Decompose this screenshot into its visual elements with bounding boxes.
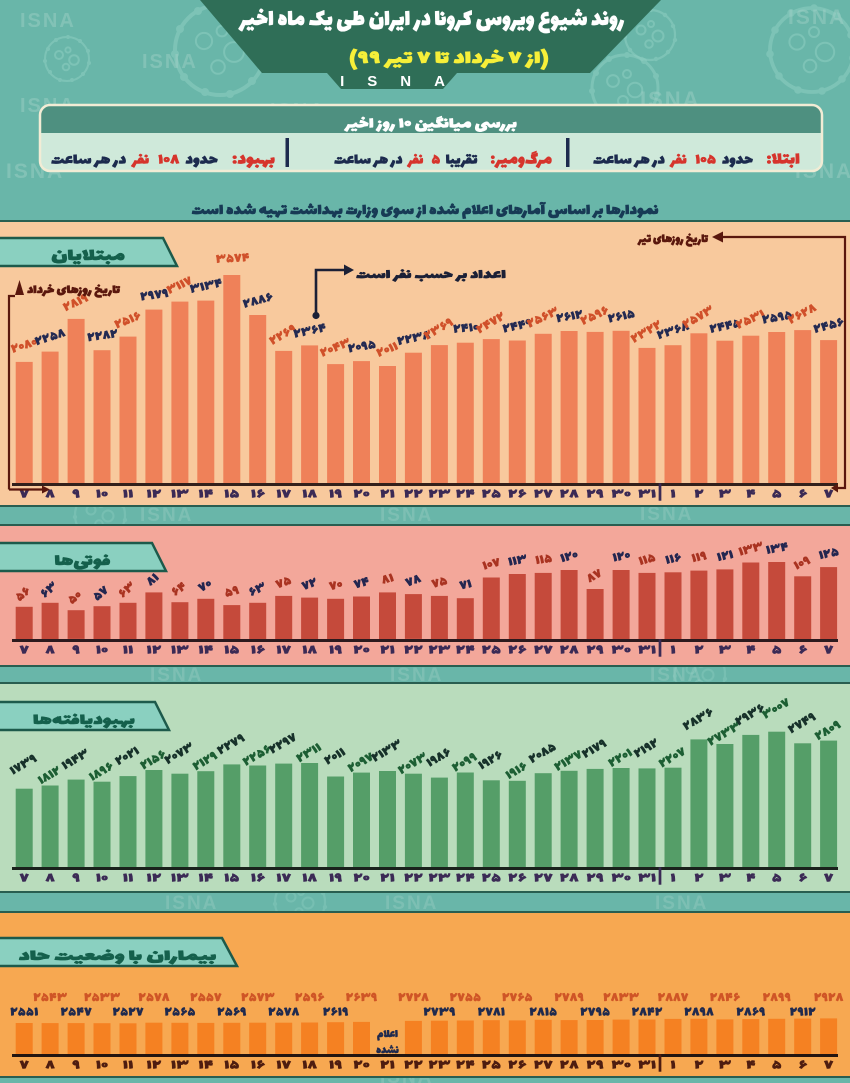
- svg-text:ISNA: ISNA: [140, 505, 193, 526]
- svg-text:ISNA: ISNA: [142, 51, 198, 73]
- svg-text:ISNA: ISNA: [380, 505, 433, 526]
- svg-text:ISNA: ISNA: [385, 893, 438, 914]
- svg-text:ISNA: ISNA: [650, 665, 703, 686]
- svg-text:ISNA: ISNA: [390, 665, 443, 686]
- svg-text:ISNA: ISNA: [340, 73, 468, 90]
- svg-text:ISNA: ISNA: [20, 10, 76, 32]
- svg-text:ISNA: ISNA: [788, 6, 846, 29]
- svg-text:ISNA: ISNA: [640, 504, 693, 525]
- svg-text:ISNA: ISNA: [655, 893, 708, 914]
- svg-text:ISNA: ISNA: [150, 665, 203, 686]
- svg-text:ISNA: ISNA: [165, 893, 218, 914]
